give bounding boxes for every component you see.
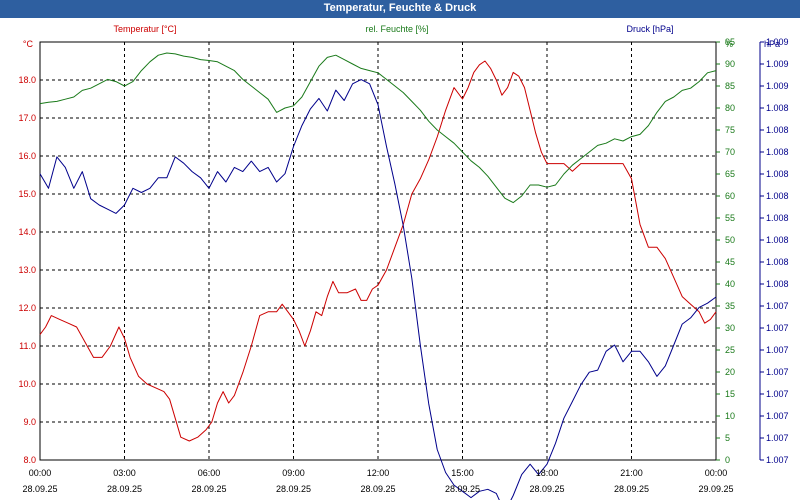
pressure-tick: 1.007 xyxy=(766,367,789,377)
temperature-unit: °C xyxy=(23,39,34,49)
pressure-tick: 1.008 xyxy=(766,279,789,289)
humidity-tick: 60 xyxy=(725,191,735,201)
axis-layer: 00:00 28.09.25 03:00 28.09.25 06:00 28.09.25 0… xyxy=(18,37,788,494)
humidity-tick: 95 xyxy=(725,37,735,47)
humidity-axis-label: rel. Feuchte [%] xyxy=(365,24,428,34)
humidity-tick: 45 xyxy=(725,257,735,267)
x-tick-time: 18:00 xyxy=(536,468,559,478)
grid xyxy=(40,42,716,460)
temperature-tick: 16.0 xyxy=(18,151,36,161)
temperature-axis-label: Temperatur [°C] xyxy=(113,24,176,34)
temperature-tick: 10.0 xyxy=(18,379,36,389)
pressure-axis-label: Druck [hPa] xyxy=(626,24,673,34)
humidity-tick: 35 xyxy=(725,301,735,311)
pressure-tick: 1.008 xyxy=(766,235,789,245)
pressure-tick: 1.008 xyxy=(766,191,789,201)
temperature-tick: 17.0 xyxy=(18,113,36,123)
weather-chart: 00:00 28.09.25 03:00 28.09.25 06:00 28.09.25 0… xyxy=(18,24,789,500)
x-tick-time: 00:00 xyxy=(29,468,52,478)
pressure-tick: 1.007 xyxy=(766,345,789,355)
humidity-tick: 15 xyxy=(725,389,735,399)
pressure-tick: 1.008 xyxy=(766,125,789,135)
pressure-tick: 1.007 xyxy=(766,389,789,399)
humidity-unit: % xyxy=(725,39,733,49)
x-tick-date: 28.09.25 xyxy=(107,484,142,494)
humidity-tick: 30 xyxy=(725,323,735,333)
humidity-tick: 70 xyxy=(725,147,735,157)
humidity-tick: 50 xyxy=(725,235,735,245)
temperature-tick: 8.0 xyxy=(23,455,36,465)
plot-frame xyxy=(39,41,717,461)
humidity-tick: 90 xyxy=(725,59,735,69)
humidity-tick: 5 xyxy=(725,433,730,443)
series-layer xyxy=(39,52,717,500)
humidity-tick: 0 xyxy=(725,455,730,465)
humidity-tick: 10 xyxy=(725,411,735,421)
pressure-tick: 1.007 xyxy=(766,301,789,311)
temperature-series-line xyxy=(39,60,717,442)
pressure-tick: 1.008 xyxy=(766,213,789,223)
pressure-unit: hPa xyxy=(764,39,780,49)
x-tick-time: 15:00 xyxy=(451,468,474,478)
x-tick-time: 06:00 xyxy=(198,468,221,478)
pressure-tick: 1.007 xyxy=(766,455,789,465)
x-tick-time: 09:00 xyxy=(282,468,305,478)
humidity-tick: 85 xyxy=(725,81,735,91)
label-layer: Temperatur [°C] rel. Feuchte [%] Druck [… xyxy=(23,24,780,49)
pressure-tick: 1.008 xyxy=(766,169,789,179)
pressure-tick: 1.007 xyxy=(766,411,789,421)
x-tick-time: 00:00 xyxy=(705,468,728,478)
x-tick-date: 28.09.25 xyxy=(614,484,649,494)
humidity-tick: 40 xyxy=(725,279,735,289)
humidity-tick: 25 xyxy=(725,345,735,355)
pressure-tick: 1.008 xyxy=(766,103,789,113)
pressure-tick: 1.009 xyxy=(766,59,789,69)
x-tick-date: 28.09.25 xyxy=(191,484,226,494)
window-title: Temperatur, Feuchte & Druck xyxy=(323,2,477,14)
x-tick-time: 03:00 xyxy=(113,468,136,478)
pressure-tick: 1.007 xyxy=(766,433,789,443)
pressure-tick: 1.008 xyxy=(766,147,789,157)
x-tick-time: 21:00 xyxy=(620,468,643,478)
title-bar: Temperatur, Feuchte & Druck xyxy=(0,0,800,18)
humidity-tick: 20 xyxy=(725,367,735,377)
temperature-tick: 9.0 xyxy=(23,417,36,427)
humidity-tick: 75 xyxy=(725,125,735,135)
temperature-tick: 14.0 xyxy=(18,227,36,237)
x-tick-date: 29.09.25 xyxy=(698,484,733,494)
x-tick-date: 28.09.25 xyxy=(276,484,311,494)
pressure-tick: 1.008 xyxy=(766,257,789,267)
humidity-series-line xyxy=(39,52,717,204)
x-tick-date: 28.09.25 xyxy=(445,484,480,494)
pressure-tick: 1.009 xyxy=(766,37,789,47)
x-tick-date: 28.09.25 xyxy=(360,484,395,494)
pressure-tick: 1.007 xyxy=(766,323,789,333)
humidity-tick: 65 xyxy=(725,169,735,179)
temperature-tick: 12.0 xyxy=(18,303,36,313)
temperature-tick: 15.0 xyxy=(18,189,36,199)
pressure-tick: 1.009 xyxy=(766,81,789,91)
temperature-tick: 18.0 xyxy=(18,75,36,85)
x-tick-date: 28.09.25 xyxy=(22,484,57,494)
x-tick-date: 28.09.25 xyxy=(529,484,564,494)
humidity-tick: 55 xyxy=(725,213,735,223)
humidity-tick: 80 xyxy=(725,103,735,113)
pressure-series-line xyxy=(39,79,717,500)
x-tick-time: 12:00 xyxy=(367,468,390,478)
temperature-tick: 13.0 xyxy=(18,265,36,275)
temperature-tick: 11.0 xyxy=(19,341,36,351)
